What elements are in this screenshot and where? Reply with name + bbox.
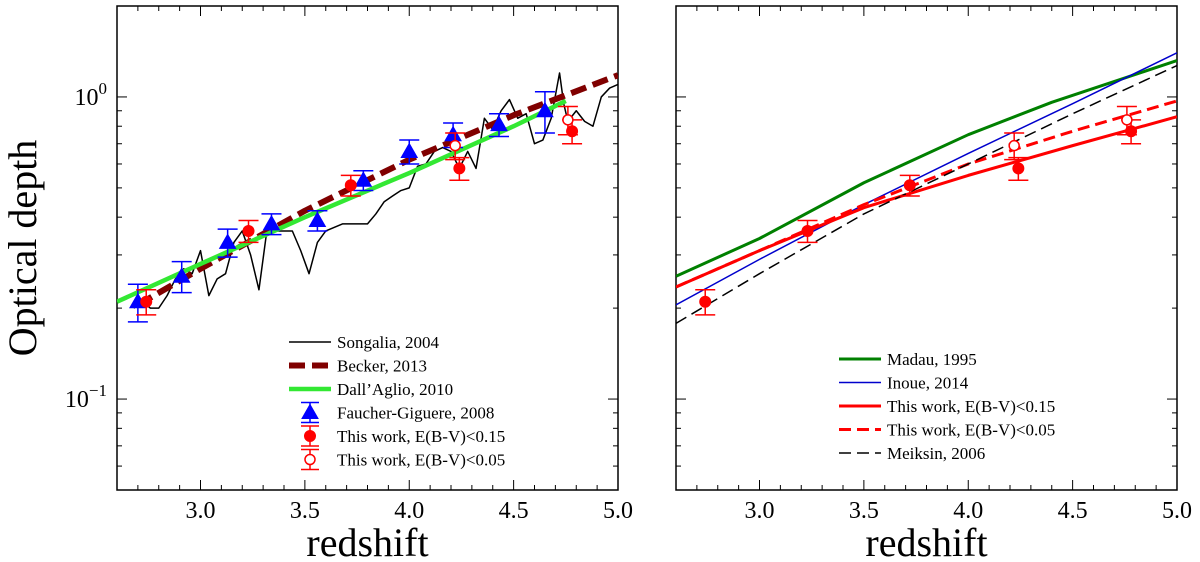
data-point-open-circle (1008, 139, 1020, 152)
data-point-circle (801, 224, 814, 237)
legend-label: Meiksin, 2006 (887, 444, 985, 463)
data-point-triangle (218, 233, 237, 249)
series-line (676, 64, 1177, 325)
data-point-circle (304, 430, 316, 442)
plot-area (676, 52, 1177, 325)
right-panel: 3.0 3.5 4.0 4.5 5.0 redshift Madau, 1995 Inoue,… (675, 5, 1192, 562)
plot-frame (675, 5, 1178, 491)
x-tick-label: 3.5 (849, 498, 879, 524)
y-tick-label: 10−1 (65, 381, 107, 413)
left-panel: 3.0 3.5 4.0 4.5 5.0 100 10−1 redshift Optical de… (0, 5, 633, 562)
data-point-circle (242, 224, 255, 237)
legend-label: This work, E(B-V)<0.05 (887, 421, 1055, 440)
data-point-circle (140, 295, 153, 308)
legend-label: Inoue, 2014 (887, 374, 969, 393)
x-tick-label: 3.5 (290, 498, 320, 524)
legend: Songalia, 2004 Becker, 2013 Dall’Aglio, 20… (289, 333, 505, 471)
x-tick-label: 4.0 (394, 498, 424, 524)
data-point-circle (344, 179, 357, 192)
data-point-triangle (172, 267, 191, 283)
x-tick-label: 3.0 (745, 498, 775, 524)
legend-label: Songalia, 2004 (337, 333, 439, 352)
data-point-circle (903, 179, 916, 192)
y-tick-label: 100 (75, 79, 108, 111)
data-point-triangle (301, 403, 319, 419)
series-line (676, 59, 1177, 278)
legend-label: This work, E(B-V)<0.05 (337, 451, 505, 470)
x-tick-label: 4.0 (953, 498, 983, 524)
legend-label: Madau, 1995 (887, 350, 977, 369)
x-tick-label: 4.5 (499, 498, 529, 524)
data-point-triangle (354, 171, 373, 187)
x-axis-label: redshift (306, 520, 428, 562)
data-point-triangle (308, 211, 327, 227)
data-point-triangle (400, 142, 419, 158)
x-axis-label: redshift (865, 520, 987, 562)
data-point-triangle (536, 101, 554, 118)
x-tick-label: 5.0 (603, 498, 633, 524)
data-point-circle (1012, 162, 1025, 175)
data-point-triangle (262, 214, 281, 231)
series-line (676, 99, 1177, 289)
x-tick-label: 5.0 (1162, 498, 1192, 524)
legend: Madau, 1995 Inoue, 2014 This work, E(B-V)<… (839, 350, 1055, 463)
data-point-triangle (490, 115, 508, 132)
x-tick-label: 4.5 (1058, 498, 1088, 524)
x-tick-label: 3.0 (186, 498, 216, 524)
data-point-circle (453, 162, 466, 175)
series-line (676, 52, 1177, 306)
series-line (136, 72, 618, 308)
data-point-circle (699, 295, 712, 308)
series-line (117, 98, 567, 304)
y-axis-label: Optical depth (0, 140, 45, 357)
legend-label: Becker, 2013 (337, 357, 427, 376)
legend-label: Faucher-Giguere, 2008 (337, 404, 494, 423)
legend-label: This work, E(B-V)<0.15 (887, 397, 1055, 416)
legend-label: This work, E(B-V)<0.15 (337, 427, 505, 446)
legend-label: Dall’Aglio, 2010 (337, 380, 453, 399)
series-line (676, 115, 1177, 289)
series-line (133, 72, 618, 309)
data-point-open-circle (304, 453, 316, 466)
data-point-open-circle (1121, 114, 1133, 126)
plot-area (117, 72, 618, 323)
data-point-open-circle (449, 139, 461, 152)
data-point-open-circle (562, 114, 574, 126)
